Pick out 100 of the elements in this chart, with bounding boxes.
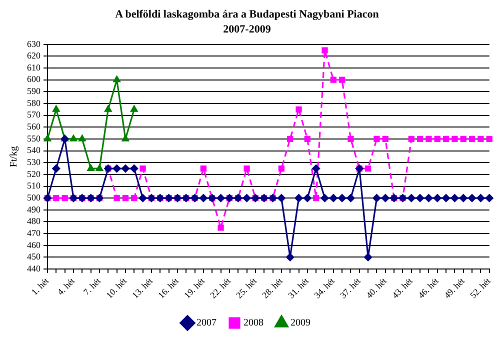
- y-axis-title: Ft/kg: [8, 146, 20, 168]
- point: [53, 195, 60, 202]
- point: [442, 194, 450, 202]
- point: [338, 194, 346, 202]
- y-tick-label: 610: [27, 62, 41, 72]
- point: [478, 136, 484, 142]
- y-tick-label: 520: [27, 168, 41, 179]
- point: [364, 253, 372, 262]
- point: [294, 194, 303, 202]
- point: [218, 224, 224, 231]
- y-tick-label: 510: [27, 180, 41, 191]
- x-tick-label: 25. hét: [234, 276, 259, 300]
- point: [52, 164, 60, 173]
- legend-label: 2008: [244, 318, 264, 329]
- point: [313, 195, 320, 202]
- point: [452, 136, 458, 142]
- point: [330, 76, 336, 83]
- point: [374, 136, 380, 142]
- point: [312, 164, 320, 173]
- point: [87, 164, 94, 171]
- y-tick-label: 570: [27, 110, 41, 120]
- point: [113, 76, 120, 82]
- legend-label: 2009: [290, 318, 310, 329]
- point: [52, 105, 60, 112]
- point: [199, 194, 208, 202]
- point: [277, 194, 286, 202]
- point: [278, 165, 284, 172]
- point: [78, 134, 86, 142]
- x-tick-label: 22. hét: [208, 276, 233, 300]
- point: [200, 165, 207, 172]
- point: [140, 165, 146, 172]
- point: [303, 194, 312, 202]
- y-tick-label: 460: [27, 240, 41, 250]
- point: [121, 164, 130, 173]
- x-tick-label: 28. hét: [260, 276, 285, 300]
- point: [322, 47, 328, 54]
- y-tick-label: 600: [27, 74, 41, 84]
- x-tick-label: 43. hét: [390, 276, 415, 300]
- x-tick-label: 4. hét: [55, 276, 77, 298]
- x-tick-label: 46. hét: [416, 276, 441, 300]
- point: [426, 136, 432, 142]
- x-tick-label: 31. hét: [286, 276, 311, 300]
- y-tick-label: 440: [27, 263, 41, 274]
- point: [381, 194, 390, 202]
- point: [130, 164, 138, 173]
- point: [244, 165, 250, 172]
- point: [460, 136, 466, 142]
- x-tick-label: 7. hét: [81, 276, 103, 298]
- point: [131, 195, 138, 202]
- x-tick-label: 13. hét: [130, 276, 155, 300]
- point: [70, 134, 78, 142]
- point: [416, 136, 424, 142]
- y-tick-label: 500: [27, 192, 41, 202]
- x-tick-label: 40. hét: [364, 276, 389, 300]
- point: [96, 164, 104, 171]
- y-tick-label: 620: [27, 50, 41, 61]
- point: [424, 194, 433, 202]
- x-tick-label: 49. hét: [442, 276, 467, 300]
- point: [287, 136, 294, 142]
- point: [304, 136, 310, 142]
- y-tick-label: 470: [27, 228, 41, 238]
- point: [433, 194, 442, 202]
- point: [442, 136, 450, 142]
- point: [468, 136, 476, 142]
- point: [112, 164, 121, 173]
- point: [138, 194, 147, 202]
- point: [382, 136, 388, 142]
- x-tick-label: 16. hét: [156, 276, 181, 300]
- y-tick-label: 580: [27, 98, 41, 108]
- point: [365, 165, 372, 172]
- point: [62, 195, 68, 202]
- point: [348, 136, 354, 142]
- point: [407, 194, 416, 202]
- x-tick-label: 52. hét: [468, 276, 493, 300]
- y-tick-label: 560: [27, 122, 41, 132]
- x-tick-label: 1. hét: [29, 276, 51, 298]
- x-tick-label: 37. hét: [338, 276, 363, 300]
- point: [104, 105, 112, 112]
- point: [242, 194, 251, 202]
- point: [372, 194, 381, 202]
- chart-title: A belföldi laskagomba ára a Budapesti Nagybani Piacon: [115, 8, 379, 20]
- x-tick-label: 10. hét: [104, 276, 129, 300]
- point: [485, 194, 494, 202]
- point: [320, 194, 329, 202]
- point: [486, 136, 492, 142]
- point: [44, 134, 52, 142]
- point: [434, 136, 440, 142]
- point: [114, 195, 120, 202]
- point: [476, 194, 485, 202]
- y-tick-label: 480: [27, 216, 41, 226]
- y-tick-label: 550: [27, 133, 41, 144]
- point: [329, 194, 338, 202]
- y-tick-label: 590: [27, 86, 41, 96]
- point: [216, 194, 225, 202]
- y-tick-label: 490: [27, 204, 41, 214]
- y-tick-label: 530: [27, 156, 41, 167]
- legend-label: 2007: [196, 318, 216, 329]
- point: [339, 76, 346, 83]
- chart-subtitle: 2007-2009: [223, 24, 272, 36]
- y-tick-label: 450: [27, 252, 41, 262]
